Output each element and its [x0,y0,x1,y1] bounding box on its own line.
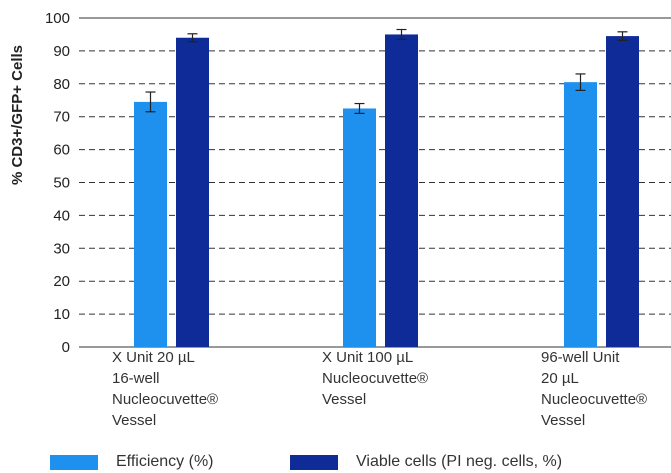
category-label-line: Vessel [112,412,157,429]
category-label-line: 16-well [112,370,160,387]
y-tick-label: 20 [53,273,70,290]
y-tick-label: 50 [53,175,70,192]
category-label-line: 20 µL [541,370,579,387]
y-tick-label: 60 [53,142,70,159]
legend-swatch-efficiency [50,454,98,470]
legend-item-efficiency: Efficiency (%) [50,451,214,473]
category-label: 96-well Unit 20 µL Nucleocuvette® Vessel [541,347,647,431]
bar [606,36,639,347]
category-label-line: Nucleocuvette® [322,370,429,387]
y-tick-label: 90 [53,43,70,60]
bar [134,101,167,348]
bar [385,34,418,347]
y-tick-label: 10 [53,306,70,323]
legend-label-efficiency: Efficiency (%) [116,453,214,470]
y-tick-label: 40 [53,207,70,224]
category-label: X Unit 20 µL 16-well Nucleocuvette® Vess… [112,347,218,431]
category-label-line: Nucleocuvette® [112,391,219,408]
category-label: X Unit 100 µL Nucleocuvette® Vessel [322,347,428,410]
category-label-line: X Unit 20 µL [112,349,195,366]
legend-item-viable-cells: Viable cells (PI neg. cells, %) [290,451,562,473]
legend-label-viable-cells: Viable cells (PI neg. cells, %) [356,453,563,470]
bar [564,82,597,347]
category-label-line: X Unit 100 µL [322,349,414,366]
y-tick-label: 70 [53,109,70,126]
bar [176,37,209,348]
category-label-line: Vessel [541,412,586,429]
category-label-line: 96-well Unit [541,349,620,366]
bar [343,108,376,347]
y-tick-label: 0 [62,339,70,356]
legend-swatch-viable-cells [290,454,338,470]
y-tick-label: 100 [45,10,70,27]
y-tick-label: 30 [53,240,70,257]
y-tick-label: 80 [53,76,70,93]
category-label-line: Nucleocuvette® [541,391,648,408]
category-label-line: Vessel [322,391,367,408]
y-axis-title: % CD3+/GFP+ Cells [9,45,26,185]
